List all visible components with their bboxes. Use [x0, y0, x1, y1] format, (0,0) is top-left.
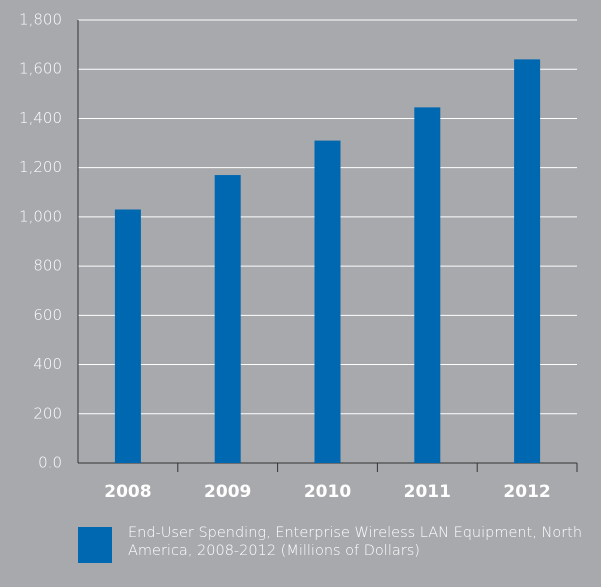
x-tick-label: 2012: [503, 482, 550, 502]
y-tick-label: 800: [33, 257, 62, 275]
y-tick-label: 1,400: [19, 109, 62, 127]
bar: [214, 175, 241, 464]
bar: [414, 107, 441, 463]
x-tick-label: 2011: [404, 482, 451, 502]
bar: [514, 59, 541, 463]
y-tick-label: 600: [33, 306, 62, 324]
x-tick-label: 2010: [304, 482, 351, 502]
bar: [314, 140, 341, 463]
legend-swatch: [78, 527, 112, 563]
x-tick-label: 2009: [204, 482, 251, 502]
chart: 0.0 200 400 600 800 1,000 1,200 1,400 1,600 1,800…: [19, 11, 578, 502]
x-tick-label: 2008: [104, 482, 151, 502]
y-tick-label: 400: [33, 355, 62, 373]
legend-label: End-User Spending, Enterprise Wireless L…: [128, 525, 583, 559]
y-tick-label: 1,200: [19, 158, 62, 176]
y-tick-label: 0.0: [38, 454, 62, 472]
y-tick-label: 1,800: [19, 11, 62, 29]
bar: [114, 209, 141, 463]
y-tick-label: 1,600: [19, 60, 62, 78]
y-tick-label: 200: [33, 404, 62, 422]
y-tick-label: 1,000: [19, 207, 62, 225]
